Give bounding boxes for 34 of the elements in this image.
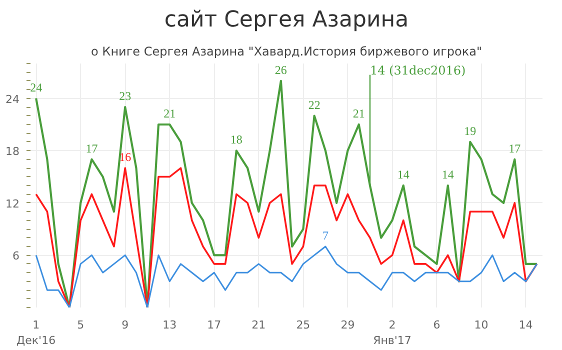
chart-title: сайт Сергея Азарина — [164, 8, 409, 32]
data-label: 14 — [442, 168, 454, 182]
x-tick-label: 1 Дек'16 — [16, 318, 56, 348]
line-series — [35, 167, 538, 308]
annotation: 14 (31dec2016) — [370, 64, 466, 78]
data-label: 17 — [508, 141, 521, 156]
data-label: 23 — [119, 89, 132, 104]
data-label: 19 — [464, 124, 476, 138]
data-label: 14 — [397, 168, 410, 182]
x-tick-label: 25 — [296, 318, 310, 332]
x-tick-label: 13 — [162, 318, 177, 332]
y-tick-label: 24 — [6, 92, 20, 106]
x-tick-label: 2 Янв'17 — [373, 318, 412, 348]
x-tick-label: 6 — [433, 318, 440, 332]
data-label: 18 — [230, 132, 242, 147]
x-tick-label: 21 — [252, 318, 266, 332]
y-tick-label: 18 — [6, 145, 20, 158]
x-tick-label: 9 — [122, 318, 129, 332]
x-tick-label: 29 — [340, 318, 355, 332]
y-tick-label: 6 — [12, 250, 20, 263]
data-label: 21 — [352, 106, 365, 120]
y-tick-label: 12 — [6, 197, 20, 210]
x-tick-label: 5 — [77, 318, 84, 332]
data-label: 21 — [164, 106, 176, 120]
line-series — [35, 246, 538, 308]
data-label: 22 — [308, 98, 320, 112]
x-tick-label: 17 — [207, 318, 222, 332]
data-label: 26 — [274, 62, 287, 77]
chart-subtitle: о Книге Сергея Азарина "Хавард.История биржевого игрока" — [91, 44, 482, 58]
data-label: 7 — [322, 228, 328, 242]
data-label: 24 — [30, 80, 42, 94]
data-label: 17 — [86, 141, 98, 156]
x-tick-label: 14 — [518, 318, 533, 332]
x-tick-label: 10 — [474, 318, 488, 332]
